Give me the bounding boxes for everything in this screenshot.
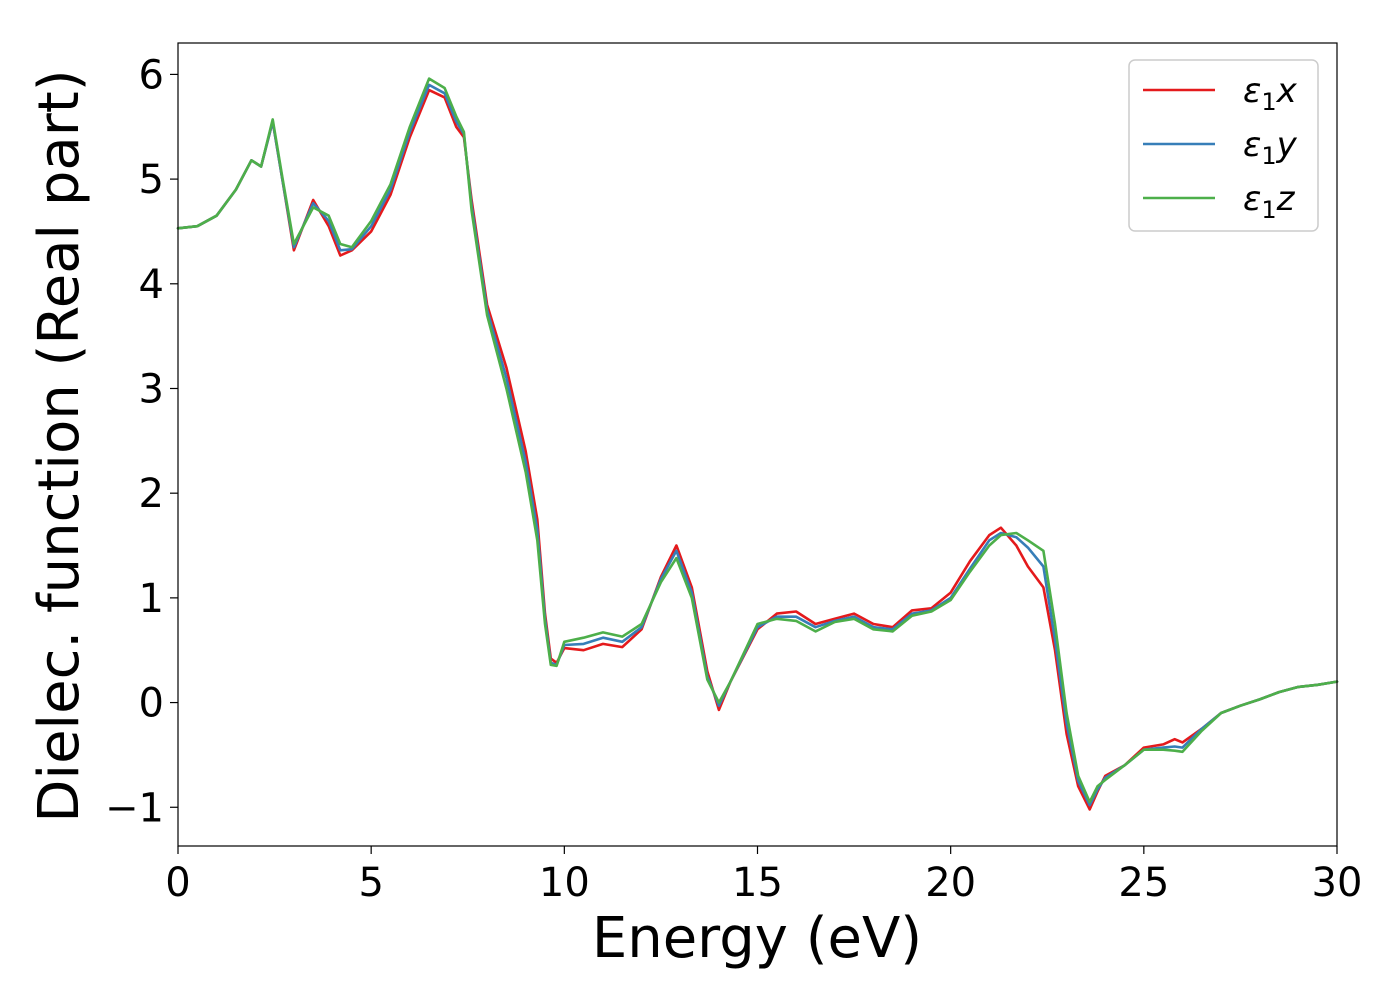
y-tick-label: 2 xyxy=(139,471,164,517)
x-axis-ticks: 0 5 10 15 20 25 30 xyxy=(165,846,1362,906)
y-tick-label: 3 xyxy=(139,366,164,412)
series-line-z xyxy=(176,77,1339,804)
x-tick-label: 15 xyxy=(732,860,783,906)
y-tick-label: −1 xyxy=(105,785,164,831)
y-axis-ticks: −1 0 1 2 3 4 5 6 xyxy=(105,52,178,831)
legend-box xyxy=(1128,59,1319,232)
y-tick-label: 5 xyxy=(139,157,164,203)
x-tick-label: 0 xyxy=(165,860,190,906)
legend-label-z: ε1z xyxy=(1243,179,1296,224)
x-tick-label: 20 xyxy=(925,860,976,906)
x-tick-label: 25 xyxy=(1118,860,1169,906)
x-tick-label: 5 xyxy=(358,860,383,906)
x-tick-label: 30 xyxy=(1312,860,1363,906)
y-tick-label: 1 xyxy=(139,576,164,622)
y-tick-label: 4 xyxy=(139,262,164,308)
x-axis-title: Energy (eV) xyxy=(592,906,922,971)
legend-label-y: ε1y xyxy=(1243,125,1298,170)
y-tick-label: 0 xyxy=(139,681,164,727)
legend: ε1x ε1y ε1z xyxy=(1128,59,1319,232)
y-tick-label: 6 xyxy=(139,52,164,98)
legend-label-x: ε1x xyxy=(1243,71,1298,116)
series-layer xyxy=(176,77,1339,811)
y-axis-title: Dielec. function (Real part) xyxy=(27,69,92,822)
x-tick-label: 10 xyxy=(539,860,590,906)
